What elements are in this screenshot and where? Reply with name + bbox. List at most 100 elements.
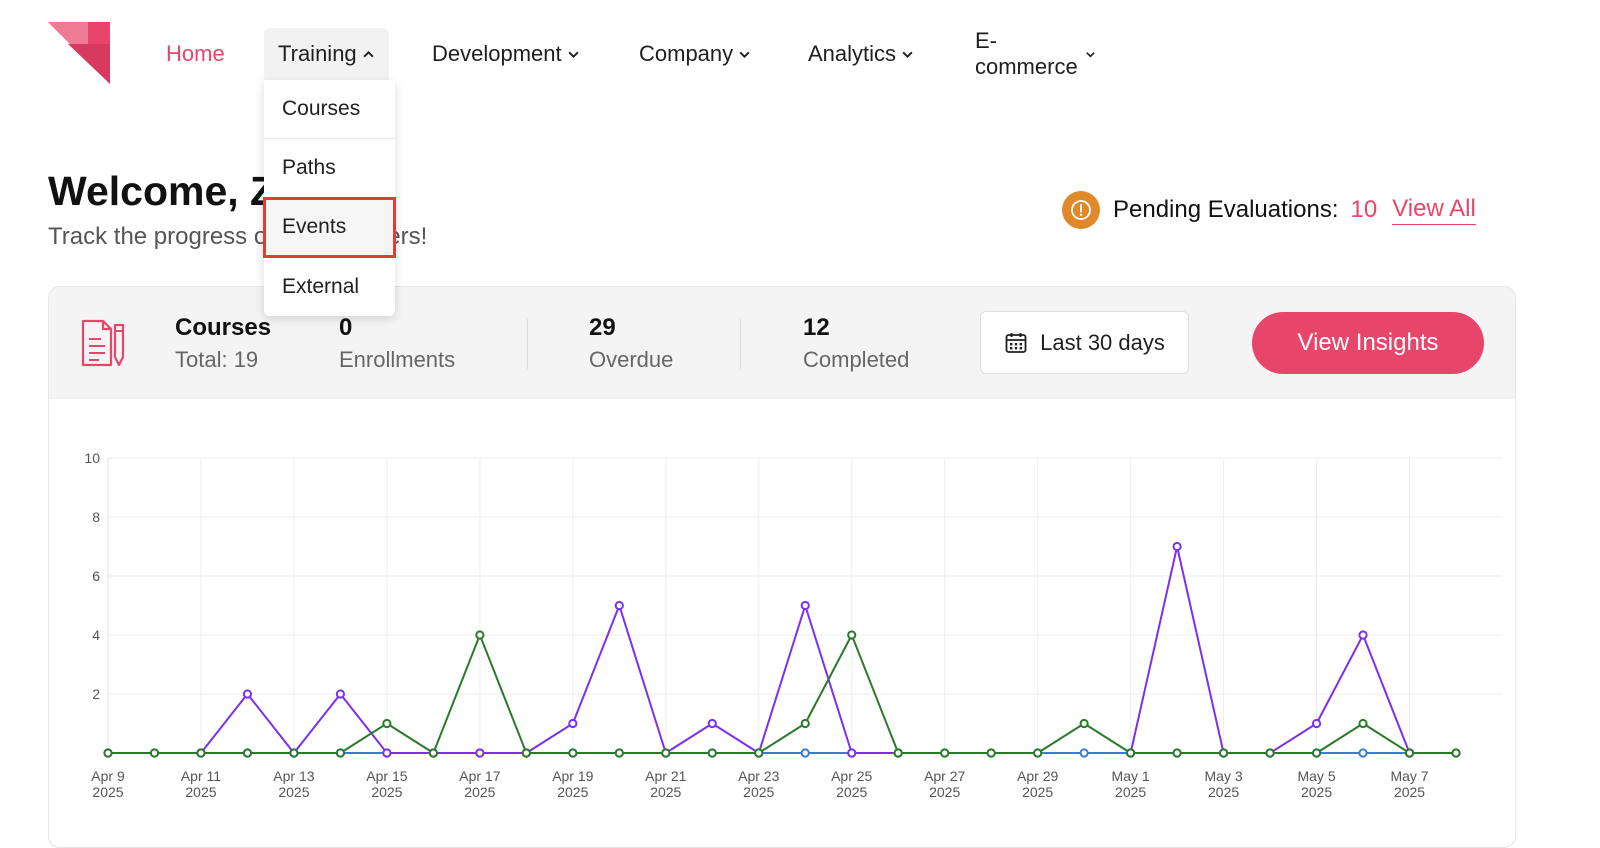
stat-courses-total: Total: 19 (175, 347, 259, 372)
menu-item-paths[interactable]: Paths (264, 139, 395, 198)
nav-training-label: Training (278, 41, 357, 66)
x-tick-label: Apr 29 (1017, 768, 1058, 784)
x-tick-label: 2025 (743, 784, 774, 800)
x-tick-label: Apr 17 (459, 768, 500, 784)
data-point (521, 748, 531, 758)
x-tick-label: 2025 (371, 784, 402, 800)
nav-analytics[interactable]: Analytics (808, 28, 914, 80)
calendar-icon (1005, 332, 1027, 353)
x-tick-label: 2025 (1115, 784, 1146, 800)
nav-training[interactable]: Training (264, 28, 389, 80)
nav-company[interactable]: Company (639, 28, 751, 80)
x-tick-label: 2025 (1301, 784, 1332, 800)
pending-evaluations: Pending Evaluations: 10 View All (1062, 190, 1476, 230)
training-dropdown-menu: Courses Paths Events External (263, 80, 396, 316)
data-point (335, 748, 346, 758)
data-point (149, 748, 160, 758)
data-point (986, 748, 996, 758)
nav-home-label: Home (166, 41, 225, 66)
data-point (475, 748, 485, 758)
stat-enrollments-value: 0 (339, 314, 353, 341)
stat-courses-title: Courses (175, 314, 272, 341)
stat-courses: Courses Total: 19 (175, 313, 271, 377)
data-point (1358, 630, 1368, 640)
menu-item-external[interactable]: External (282, 274, 360, 298)
data-point (661, 748, 671, 758)
warning-icon (1062, 191, 1100, 229)
data-point (1218, 748, 1229, 758)
view-insights-button[interactable]: View Insights (1252, 312, 1484, 374)
chevron-down-icon (739, 51, 750, 58)
stat-completed-label: Completed (803, 347, 910, 372)
x-tick-label: 2025 (557, 784, 588, 800)
x-tick-label: 2025 (278, 784, 309, 800)
data-point (103, 748, 113, 758)
data-point (940, 748, 950, 758)
date-range-label: Last 30 days (1040, 329, 1165, 355)
nav-analytics-label: Analytics (808, 41, 897, 66)
date-range-button[interactable]: Last 30 days (980, 311, 1189, 374)
data-point (614, 600, 624, 611)
courses-stats-card: Courses Total: 19 0 Enrollments 29 Overd… (48, 286, 1516, 848)
nav-ecommerce[interactable]: E-commerce (975, 28, 1096, 80)
data-point (1172, 748, 1182, 758)
data-point (893, 748, 903, 758)
data-point (335, 689, 346, 699)
stat-overdue-label: Overdue (589, 347, 674, 372)
series-line (108, 634, 1456, 754)
pending-count: 10 (1350, 196, 1378, 223)
x-tick-label: 2025 (1394, 784, 1425, 800)
data-point (428, 748, 438, 758)
x-tick-label: 2025 (185, 784, 216, 800)
view-all-link[interactable]: View All (1392, 195, 1476, 225)
data-point (568, 748, 578, 758)
data-point (754, 748, 764, 758)
chevron-down-icon (568, 51, 579, 58)
nav-development[interactable]: Development (432, 28, 580, 80)
data-point (1358, 718, 1368, 729)
x-tick-label: 2025 (92, 784, 123, 800)
data-point (800, 600, 810, 611)
brand-logo[interactable] (48, 22, 110, 84)
data-point (847, 748, 857, 758)
data-point (800, 748, 810, 758)
nav-company-label: Company (639, 41, 734, 66)
data-point (475, 630, 485, 640)
y-tick-label: 6 (92, 568, 100, 584)
nav-ecommerce-label: E-commerce (975, 28, 1078, 79)
menu-item-events[interactable]: Events (263, 197, 396, 258)
data-point (1079, 748, 1089, 758)
chevron-down-icon (1086, 51, 1095, 57)
y-tick-label: 8 (92, 509, 100, 525)
nav-home[interactable]: Home (166, 28, 225, 80)
series-line (1129, 545, 1411, 754)
x-tick-label: 2025 (1208, 784, 1239, 800)
x-tick-label: Apr 21 (645, 768, 686, 784)
data-point (1079, 718, 1089, 729)
x-tick-label: Apr 19 (552, 768, 593, 784)
data-point (1311, 718, 1322, 729)
x-tick-label: May 1 (1112, 768, 1150, 784)
nav-development-label: Development (432, 41, 562, 66)
x-tick-label: May 7 (1390, 768, 1428, 784)
stat-divider (527, 319, 528, 369)
chevron-down-icon (902, 51, 913, 58)
stats-bar: Courses Total: 19 0 Enrollments 29 Overd… (49, 287, 1515, 399)
x-tick-label: May 3 (1205, 768, 1243, 784)
data-point (1126, 748, 1136, 758)
stat-enrollments: 0 Enrollments (339, 313, 455, 377)
data-point (568, 718, 578, 729)
chevron-up-icon (363, 50, 374, 57)
x-tick-label: Apr 25 (831, 768, 872, 784)
data-point (242, 689, 253, 699)
x-tick-label: May 5 (1297, 768, 1335, 784)
data-point (614, 748, 624, 758)
page-title: Welcome, Z (48, 168, 276, 214)
stat-enrollments-label: Enrollments (339, 347, 456, 372)
data-point (196, 748, 206, 758)
x-tick-label: Apr 9 (91, 768, 125, 784)
document-pencil-icon (81, 319, 125, 367)
x-tick-label: Apr 11 (181, 768, 221, 784)
menu-item-courses[interactable]: Courses (264, 80, 395, 139)
